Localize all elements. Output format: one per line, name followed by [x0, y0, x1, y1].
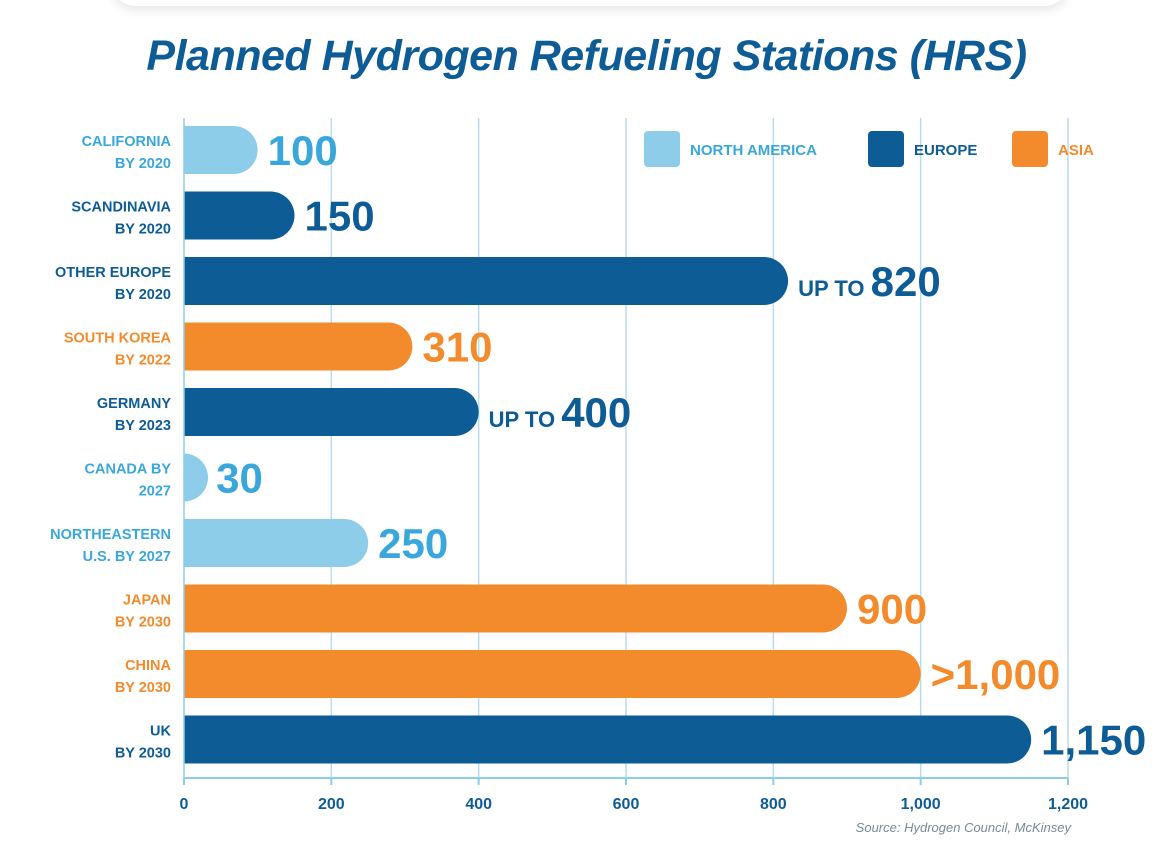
- data-label: 250: [378, 520, 448, 567]
- category-label: NORTHEASTERN: [50, 527, 171, 543]
- category-label: 2027: [139, 484, 171, 500]
- data-label: UP TO 400: [489, 389, 632, 436]
- data-label: 150: [305, 193, 375, 240]
- bar: [184, 191, 295, 240]
- category-label: SCANDINAVIA: [71, 200, 171, 216]
- value-labels: 100 150 UP TO 820 310 UP TO 400 30 250 900>1,00…: [216, 127, 1146, 764]
- bar: [184, 519, 369, 567]
- x-tick-label: 800: [760, 796, 787, 813]
- category-label: BY 2020: [115, 156, 171, 172]
- category-label: BY 2022: [115, 353, 171, 369]
- category-label: BY 2020: [115, 287, 171, 303]
- bars-group: [184, 126, 1032, 764]
- data-label: UP TO 820: [798, 258, 941, 305]
- bar: [184, 453, 208, 502]
- data-label: 1,150: [1041, 717, 1146, 764]
- data-label: >1,000: [931, 651, 1061, 698]
- top-card-shadow: [110, 0, 1070, 6]
- x-tick-label: 200: [318, 796, 345, 813]
- legend-swatch: [644, 131, 680, 167]
- bar: [184, 388, 479, 436]
- x-tick-label: 600: [613, 796, 640, 813]
- x-axis: 0 200 400 600 800 1,000 1,200: [180, 118, 1088, 813]
- category-label: BY 2020: [115, 222, 171, 238]
- bar: [184, 584, 847, 633]
- data-label: 30: [216, 455, 263, 502]
- category-label: BY 2030: [115, 680, 171, 696]
- legend-swatch: [1012, 131, 1048, 167]
- legend-label: EUROPE: [914, 142, 977, 159]
- category-label: UK: [150, 724, 171, 740]
- legend-swatch: [868, 131, 904, 167]
- data-label: 100: [268, 127, 338, 174]
- x-tick-label: 0: [180, 796, 189, 813]
- category-label: BY 2030: [115, 615, 171, 631]
- category-label: CHINA: [125, 658, 171, 674]
- category-label: BY 2023: [115, 418, 171, 434]
- category-label: BY 2030: [115, 746, 171, 762]
- data-label: 310: [422, 324, 492, 371]
- category-label: CANADA BY: [85, 462, 172, 478]
- data-label: 900: [857, 586, 927, 633]
- bar: [184, 257, 789, 305]
- bar: [184, 322, 413, 371]
- x-tick-label: 400: [465, 796, 492, 813]
- bar: [184, 715, 1032, 764]
- bar: [184, 126, 258, 174]
- category-label: CALIFORNIA: [82, 134, 172, 150]
- x-tick-label: 1,000: [901, 796, 941, 813]
- category-labels: CALIFORNIA BY 2020 SCANDINAVIA BY 2020 OTHER…: [50, 134, 171, 762]
- category-label: OTHER EUROPE: [55, 265, 171, 281]
- category-label: JAPAN: [123, 593, 171, 609]
- legend-label: NORTH AMERICA: [690, 142, 817, 159]
- legend: NORTH AMERICA EUROPE ASIA: [644, 131, 1094, 167]
- category-label: U.S. BY 2027: [83, 549, 171, 565]
- chart-title: Planned Hydrogen Refueling Stations (HRS…: [146, 32, 1027, 80]
- category-label: GERMANY: [97, 396, 171, 412]
- legend-label: ASIA: [1058, 142, 1094, 159]
- bar: [184, 650, 921, 698]
- x-tick-label: 1,200: [1048, 796, 1088, 813]
- category-label: SOUTH KOREA: [64, 331, 172, 347]
- source-note: Source: Hydrogen Council, McKinsey: [855, 820, 1071, 835]
